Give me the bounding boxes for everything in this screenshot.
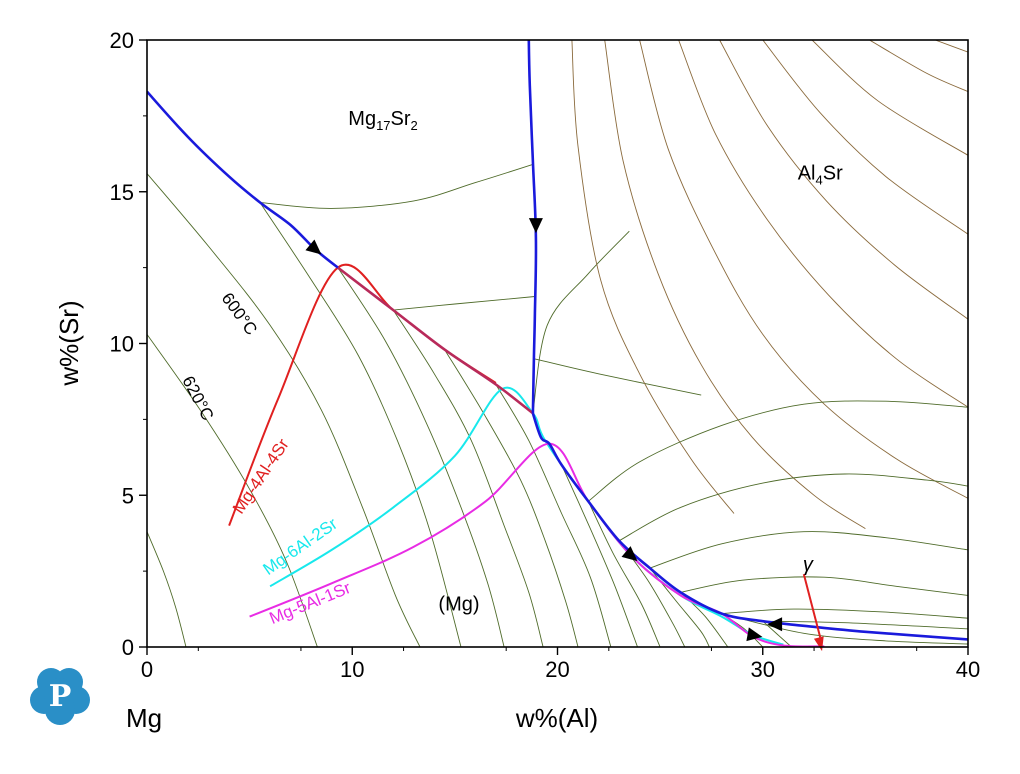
al4sr-isotherm-15 [588,400,968,502]
flow-arrow-1 [528,218,543,234]
logo-icon: P [30,668,90,725]
series-line-1 [269,386,784,646]
mg-isotherm-4 [337,267,505,647]
mg-isotherm-7 [495,384,612,647]
series-label-2: Mg-5Al-1Sr [267,578,354,628]
boundary-curve-0 [147,90,339,269]
isotherm-label-1: 620°C [178,373,217,424]
axis-ticks: 0 10 20 30 40 0 5 10 15 20 [110,28,981,682]
y-tick-label-3: 15 [110,180,134,205]
mg-isotherm-8 [561,464,638,647]
al4sr-isotherm-1 [532,230,630,414]
flow-arrow-2 [621,546,638,562]
al4sr-isotherm-7 [762,40,968,235]
region-label-2: (Mg) [438,594,479,616]
flow-arrow-3 [746,627,763,642]
svg-text:P: P [49,679,72,714]
region-label-0: Mg17Sr2 [348,108,418,133]
mg-isotherm-1 [147,334,318,647]
x-tick-label-4: 40 [956,657,980,682]
region-label-3: γ [803,554,814,576]
phase-boundaries [147,40,968,641]
al4sr-isotherm-10 [935,40,968,53]
gamma-pointer-head [813,636,824,652]
al4sr-isotherm-13 [649,531,968,569]
x-tick-label-3: 30 [751,657,775,682]
mg-isotherm-9 [587,501,661,647]
y-tick-label-0: 0 [122,635,134,660]
al4sr-isotherm-16 [762,620,968,630]
gamma-pointer-line [802,573,822,638]
x-tick-label-1: 10 [340,657,364,682]
y-tick-label-2: 10 [110,332,134,357]
x-tick-label-2: 20 [545,657,569,682]
mg-isotherm-0 [147,173,421,647]
corner-label: Mg [126,703,162,733]
mg17sr2-isotherm-0 [259,163,534,209]
y-tick-label-4: 20 [110,28,134,53]
al4sr-isotherm-4 [639,40,968,499]
series-line-2 [249,442,825,647]
region-label-1: Al4Sr [798,163,843,188]
series-label-0: Mg-4Al-4Sr [229,435,293,517]
x-tick-label-0: 0 [141,657,153,682]
x-axis-title: w%(Al) [515,703,598,733]
y-axis-title: w%(Sr) [54,300,84,386]
al4sr-isotherm-0 [533,358,702,396]
mg-isotherm-2 [147,531,187,647]
mg-isotherm-6 [444,349,579,647]
al4sr-isotherm-6 [719,40,968,320]
al4sr-isotherm-17 [721,613,968,645]
al4sr-isotherm-2 [571,40,735,514]
al4sr-isotherm-9 [869,40,968,93]
al4sr-isotherm-12 [721,608,968,619]
boundary-curve-2 [527,40,538,414]
al4sr-isotherm-8 [811,40,968,156]
flow-arrow-0 [305,239,322,255]
isotherm-label-0: 600°C [218,289,261,339]
mg17sr2-isotherm-1 [393,296,535,311]
direction-arrows [305,218,824,652]
boundary-curve-3 [531,412,968,641]
y-tick-label-1: 5 [122,483,134,508]
al4sr-isotherm-3 [604,40,866,529]
al4sr-isotherm-5 [678,40,968,408]
al4sr-isotherm-14 [618,473,968,542]
flow-arrow-4 [767,617,783,632]
mg-isotherm-3 [259,202,462,647]
al4sr-isotherm-11 [680,576,968,596]
boundary-curve-1 [337,266,534,415]
mg-isotherm-5 [392,309,544,647]
